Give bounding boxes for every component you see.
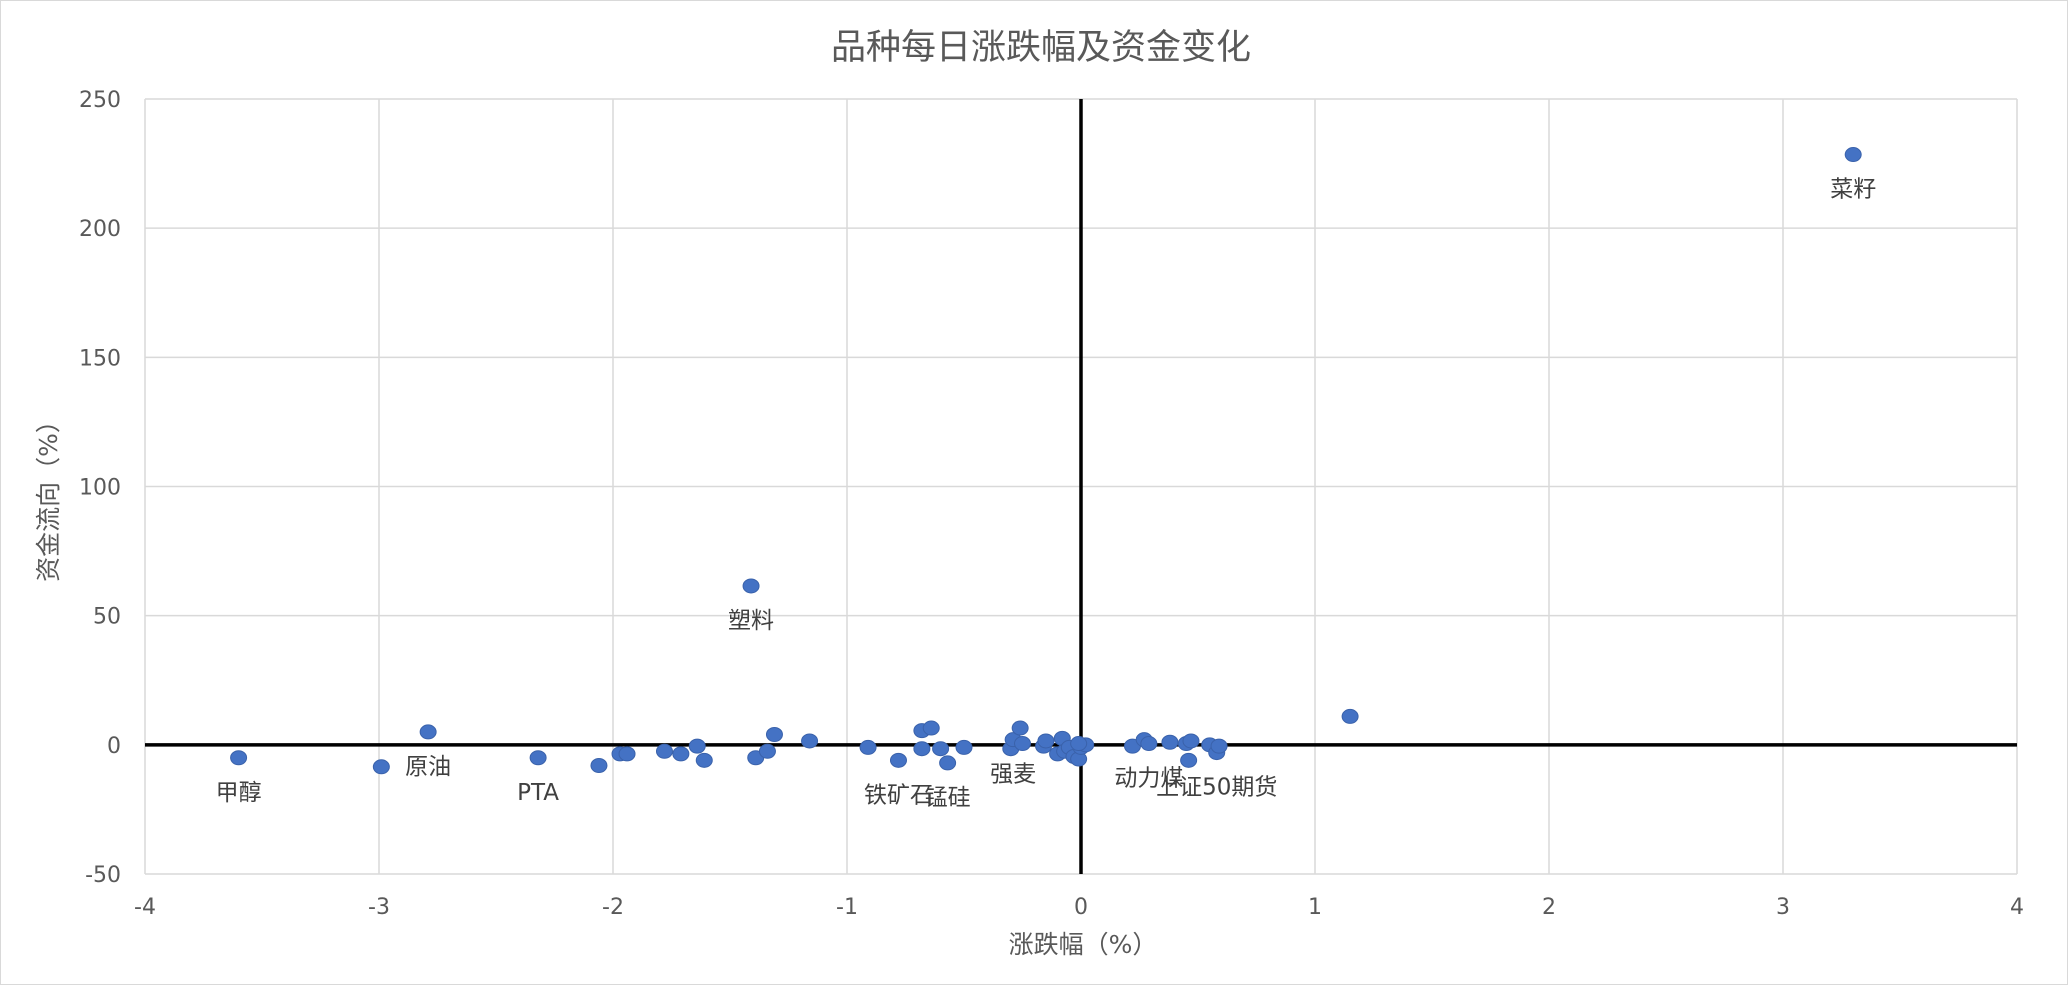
y-tick-label: 200 xyxy=(79,217,121,242)
x-tick-label: 3 xyxy=(1776,895,1790,920)
data-point xyxy=(1180,752,1198,768)
data-point xyxy=(1037,733,1055,749)
data-point xyxy=(230,750,248,766)
y-tick-label: -50 xyxy=(85,863,121,888)
data-point xyxy=(1210,738,1228,754)
data-point xyxy=(372,759,390,775)
data-label: 甲醇 xyxy=(216,780,262,806)
data-label: 锰硅 xyxy=(925,785,971,811)
data-label: PTA xyxy=(517,780,559,806)
data-point xyxy=(419,724,437,740)
x-tick-label: -2 xyxy=(602,895,624,920)
data-point xyxy=(932,741,950,757)
data-point xyxy=(955,739,973,755)
data-point xyxy=(655,743,673,759)
data-point xyxy=(742,578,760,594)
data-points xyxy=(230,147,1862,775)
data-point xyxy=(1161,734,1179,750)
data-point xyxy=(1341,708,1359,724)
data-point xyxy=(1011,720,1029,736)
x-tick-label: 4 xyxy=(2010,895,2024,920)
data-point xyxy=(672,746,690,762)
data-point xyxy=(1182,733,1200,749)
data-label: 塑料 xyxy=(728,608,774,634)
data-point xyxy=(765,727,783,742)
x-tick-label: -3 xyxy=(368,895,390,920)
x-tick-label: -4 xyxy=(134,895,156,920)
data-point xyxy=(801,733,819,749)
data-point xyxy=(695,752,713,768)
data-point xyxy=(618,746,636,762)
y-tick-label: 150 xyxy=(79,346,121,371)
data-point xyxy=(913,741,931,757)
data-point xyxy=(1140,736,1158,752)
y-axis-title: 资金流向（%） xyxy=(34,408,63,582)
x-axis-title: 涨跌幅（%） xyxy=(1009,930,1158,959)
x-tick-label: 0 xyxy=(1074,895,1088,920)
data-label: 强麦 xyxy=(990,762,1036,788)
data-point xyxy=(529,750,547,766)
x-tick-label: 1 xyxy=(1308,895,1322,920)
tick-labels: -4 -3 -2 -1 0 1 2 3 4 -50 0 50 100 150 200 250 xyxy=(79,88,2024,920)
data-point xyxy=(1014,736,1031,752)
data-label: 铁矿石 xyxy=(864,782,933,808)
data-point xyxy=(1070,736,1088,752)
data-label: 上证50期货 xyxy=(1156,775,1277,801)
x-tick-label: 2 xyxy=(1542,895,1556,920)
chart-title: 品种每日涨跌幅及资金变化 xyxy=(831,28,1251,68)
y-tick-label: 50 xyxy=(93,605,121,630)
x-tick-label: -1 xyxy=(836,895,858,920)
y-tick-label: 250 xyxy=(79,88,121,113)
data-point xyxy=(922,720,940,736)
data-label: 动力煤 xyxy=(1114,766,1183,792)
data-point xyxy=(939,755,957,771)
data-label: 菜籽 xyxy=(1830,177,1876,203)
data-point xyxy=(590,758,608,773)
y-tick-label: 0 xyxy=(107,734,121,759)
data-point xyxy=(688,738,706,754)
data-label: 原油 xyxy=(405,754,451,780)
data-point xyxy=(758,743,776,759)
data-point xyxy=(1844,147,1862,163)
data-point xyxy=(859,739,877,755)
y-tick-label: 100 xyxy=(79,476,121,501)
data-point xyxy=(889,752,907,768)
